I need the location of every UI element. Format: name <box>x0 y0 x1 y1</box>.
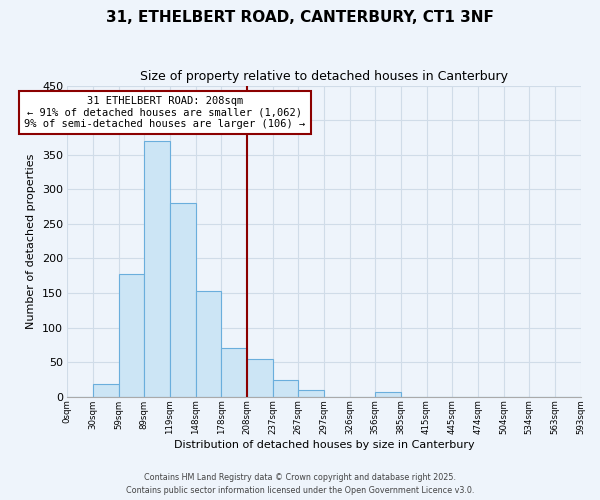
Text: Contains HM Land Registry data © Crown copyright and database right 2025.
Contai: Contains HM Land Registry data © Crown c… <box>126 474 474 495</box>
Bar <box>247 359 272 397</box>
Bar <box>119 274 144 397</box>
Bar <box>196 291 221 397</box>
X-axis label: Distribution of detached houses by size in Canterbury: Distribution of detached houses by size … <box>173 440 474 450</box>
Bar <box>144 141 170 397</box>
Bar <box>170 203 196 397</box>
Bar <box>272 380 298 397</box>
Bar <box>375 392 401 397</box>
Y-axis label: Number of detached properties: Number of detached properties <box>26 154 37 329</box>
Bar <box>221 348 247 397</box>
Bar <box>298 390 324 397</box>
Text: 31, ETHELBERT ROAD, CANTERBURY, CT1 3NF: 31, ETHELBERT ROAD, CANTERBURY, CT1 3NF <box>106 10 494 25</box>
Bar <box>93 384 119 397</box>
Title: Size of property relative to detached houses in Canterbury: Size of property relative to detached ho… <box>140 70 508 83</box>
Text: 31 ETHELBERT ROAD: 208sqm
← 91% of detached houses are smaller (1,062)
9% of sem: 31 ETHELBERT ROAD: 208sqm ← 91% of detac… <box>24 96 305 129</box>
